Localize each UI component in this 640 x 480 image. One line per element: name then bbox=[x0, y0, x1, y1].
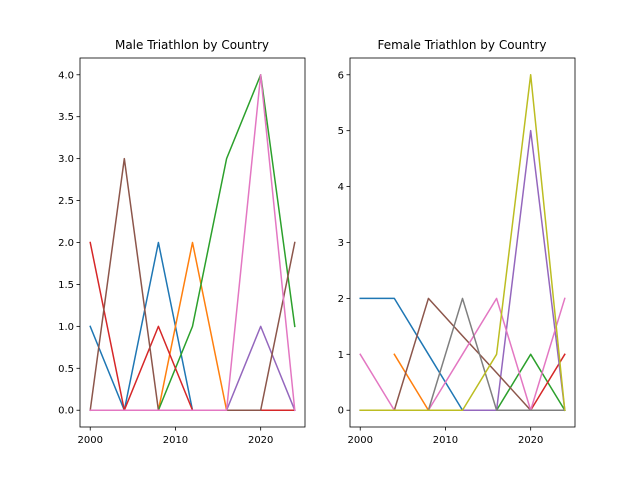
y-tick-label: 2.0 bbox=[58, 238, 74, 249]
x-tick-label: 2010 bbox=[163, 435, 188, 446]
y-tick-label: 3 bbox=[338, 238, 344, 249]
y-tick-label: 0.5 bbox=[58, 364, 74, 375]
x-tick-label: 2000 bbox=[348, 435, 373, 446]
x-tick-label: 2010 bbox=[433, 435, 458, 446]
y-tick-label: 0.0 bbox=[58, 406, 74, 417]
plot-area: 2000 2010 2020 0 1 2 3 4 5 6 bbox=[338, 70, 566, 446]
chart-title: Male Triathlon by Country bbox=[115, 38, 269, 52]
y-tick-label: 1.5 bbox=[58, 280, 74, 291]
y-tick-label: 2 bbox=[338, 294, 344, 305]
female-triathlon-chart: Female Triathlon by Country 2000 2010 2020… bbox=[338, 38, 576, 446]
y-tick-label: 3.5 bbox=[58, 112, 74, 123]
y-tick-label: 6 bbox=[338, 70, 344, 81]
y-tick-label: 1.0 bbox=[58, 322, 74, 333]
plot-area: 2000 2010 2020 0.0 0.5 1.0 1.5 2.0 2.5 3.0 3.5 4.0 bbox=[58, 70, 296, 446]
y-tick-label: 5 bbox=[338, 126, 344, 137]
male-triathlon-chart: Male Triathlon by Country 2000 2010 2020 0.… bbox=[58, 38, 306, 446]
axes-frame bbox=[79, 57, 306, 428]
y-tick-label: 0 bbox=[338, 406, 344, 417]
y-tick-label: 2.5 bbox=[58, 196, 74, 207]
series-line-9 bbox=[359, 74, 566, 412]
y-tick-label: 4 bbox=[338, 182, 344, 193]
x-tick-label: 2020 bbox=[248, 435, 273, 446]
series-line-7 bbox=[89, 74, 296, 412]
axes-frame bbox=[349, 57, 576, 428]
x-tick-label: 2000 bbox=[78, 435, 103, 446]
y-tick-label: 1 bbox=[338, 350, 344, 361]
chart-title: Female Triathlon by Country bbox=[377, 38, 546, 52]
y-tick-label: 3.0 bbox=[58, 154, 74, 165]
x-tick-label: 2020 bbox=[518, 435, 543, 446]
y-tick-label: 4.0 bbox=[58, 70, 74, 81]
